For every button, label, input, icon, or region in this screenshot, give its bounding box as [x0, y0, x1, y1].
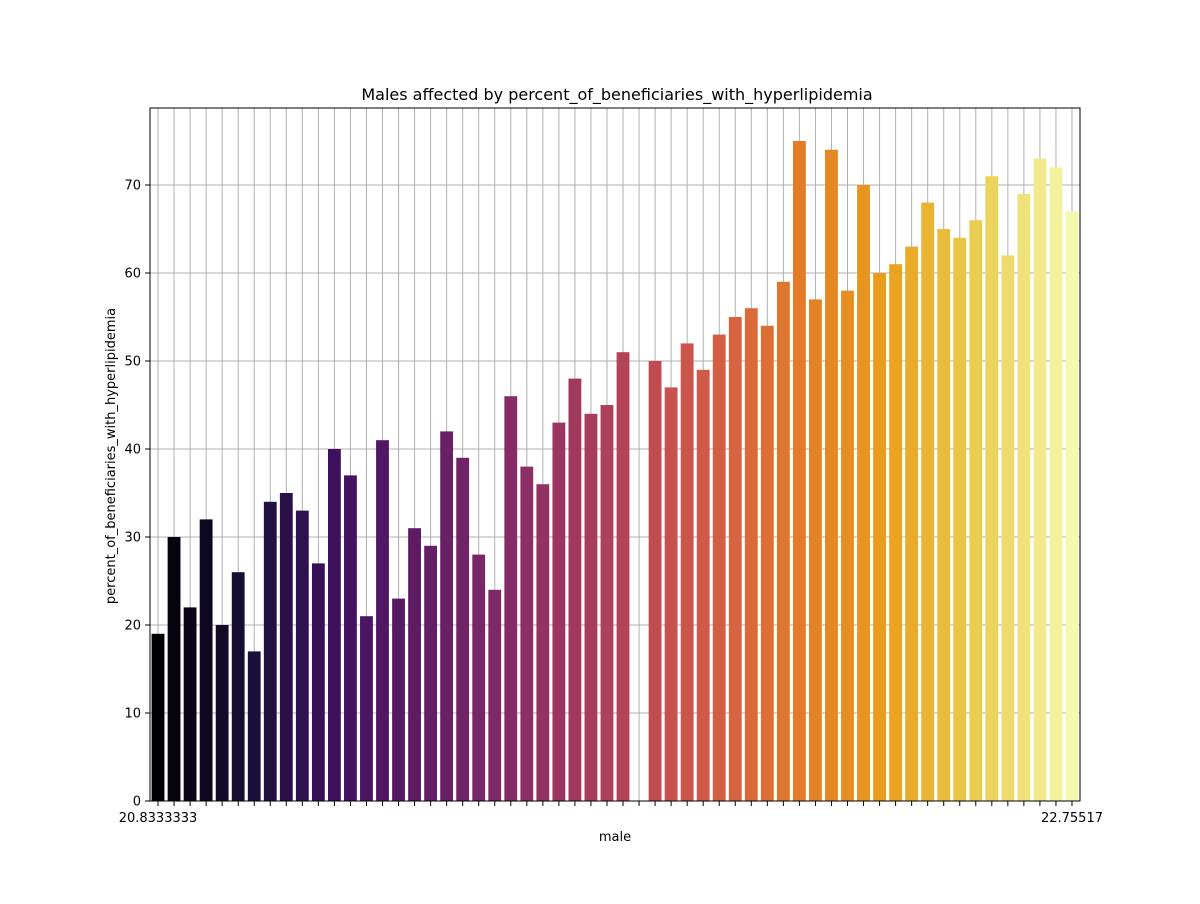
- bar: [1001, 255, 1015, 801]
- bar: [664, 387, 678, 801]
- bar: [1033, 158, 1047, 802]
- y-axis-label: percent_of_beneficiaries_with_hyperlipid…: [104, 308, 119, 604]
- bar: [953, 237, 967, 802]
- x-tick-label-first: 20.8333333: [119, 811, 198, 826]
- bar: [648, 361, 662, 801]
- bar: [568, 378, 582, 801]
- y-tick-label: 60: [124, 267, 141, 282]
- y-tick-label: 70: [124, 179, 141, 194]
- x-axis-label: male: [599, 830, 631, 845]
- bar: [408, 528, 421, 801]
- bar: [311, 563, 325, 801]
- bar: [905, 246, 919, 802]
- y-tick-label: 20: [124, 619, 141, 634]
- chart-title: Males affected by percent_of_beneficiari…: [361, 85, 872, 105]
- bar: [969, 220, 983, 801]
- bar: [696, 369, 710, 801]
- bar: [536, 484, 550, 801]
- bar: [344, 475, 357, 801]
- bar: [151, 633, 165, 801]
- bar-layer: [151, 141, 1079, 802]
- bar: [680, 343, 694, 801]
- bar: [792, 141, 806, 801]
- bar: [392, 598, 405, 801]
- bar: [616, 352, 630, 801]
- bar: [776, 281, 790, 801]
- y-tick-label: 30: [124, 531, 141, 546]
- bar: [744, 308, 758, 801]
- bar: [857, 185, 870, 801]
- bar: [167, 537, 181, 801]
- tick-layer: 0 10 20 30 40 50 60 70 20.8333333 22.75517: [119, 179, 1103, 827]
- bar: [889, 264, 903, 801]
- plot-frame: [149, 107, 1081, 802]
- bar: [279, 493, 293, 801]
- bar: [360, 616, 373, 801]
- bar: [183, 607, 197, 801]
- bar: [1017, 193, 1031, 802]
- bar: [552, 422, 566, 801]
- bar: [1065, 211, 1079, 801]
- y-tick-label: 40: [124, 443, 141, 458]
- bar: [921, 202, 935, 802]
- bar: [841, 290, 854, 801]
- bar: [440, 431, 454, 801]
- bar: [488, 589, 502, 801]
- bar: [472, 554, 486, 801]
- bar: [247, 651, 261, 801]
- y-tick-label: 0: [133, 795, 141, 810]
- bar: [873, 273, 886, 801]
- y-tick-label: 10: [124, 707, 141, 722]
- bar: [327, 449, 341, 801]
- bar: [504, 396, 518, 801]
- bar: [376, 440, 389, 801]
- bar: [760, 325, 774, 801]
- bar: [231, 572, 245, 801]
- x-tick-label-last: 22.75517: [1041, 811, 1103, 826]
- bar: [424, 545, 438, 801]
- bar: [263, 501, 277, 801]
- bar: [825, 149, 838, 802]
- bar: [985, 176, 999, 801]
- bar: [215, 625, 229, 801]
- bar: [728, 317, 742, 801]
- bar: [809, 299, 822, 801]
- bar: [712, 334, 726, 801]
- bar: [456, 457, 470, 801]
- bar: [1049, 167, 1063, 801]
- bar: [199, 519, 213, 801]
- bar: [520, 466, 534, 801]
- bar: [295, 510, 309, 801]
- bar: [600, 405, 614, 801]
- y-tick-label: 50: [124, 355, 141, 370]
- bar: [937, 229, 951, 801]
- bar: [584, 413, 598, 801]
